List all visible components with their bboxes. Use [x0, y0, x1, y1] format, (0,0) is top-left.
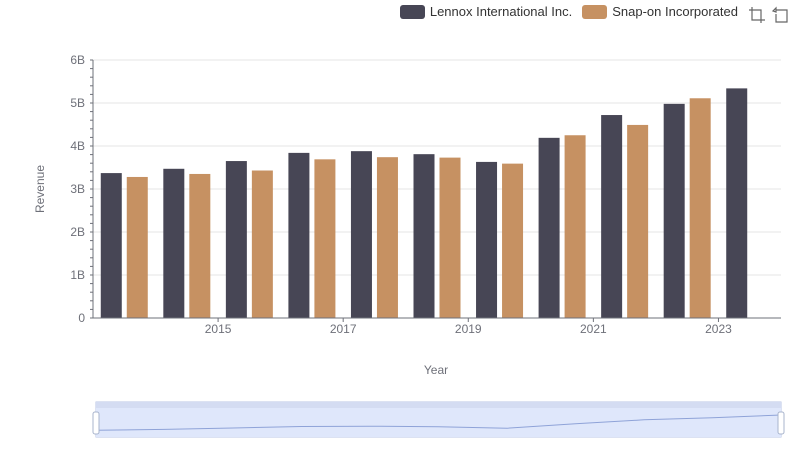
legend-item-lennox[interactable]: Lennox International Inc. [399, 4, 573, 19]
bar-lennox [100, 173, 122, 318]
x-tick-label: 2021 [580, 322, 607, 336]
bar-lennox [663, 103, 685, 318]
y-tick-label: 5B [70, 96, 85, 110]
bar-lennox [538, 137, 560, 318]
bar-lennox [288, 152, 310, 318]
bar-lennox [350, 151, 372, 318]
legend-swatch-snapon [582, 4, 608, 19]
x-tick-label: 2023 [705, 322, 732, 336]
bar-lennox [601, 115, 623, 318]
restore-icon[interactable] [772, 6, 790, 24]
y-tick-label: 4B [70, 139, 85, 153]
y-axis-title: Revenue [33, 165, 47, 213]
bar-lennox [726, 88, 748, 318]
bar-snapon [627, 124, 649, 319]
legend-label-snapon: Snap-on Incorporated [612, 4, 738, 19]
zoom-handle-left[interactable] [92, 411, 100, 435]
zoom-preview-line [95, 414, 782, 431]
bar-snapon [439, 157, 461, 318]
y-tick-label: 0 [78, 311, 85, 325]
bar-snapon [564, 135, 586, 318]
zoom-selection [96, 408, 781, 437]
bar-snapon [251, 170, 273, 318]
bar-lennox [476, 161, 498, 318]
legend-swatch-lennox [399, 4, 425, 19]
bar-snapon [376, 157, 398, 318]
bar-snapon [502, 163, 524, 318]
y-tick-label: 1B [70, 268, 85, 282]
legend-label-lennox: Lennox International Inc. [429, 4, 573, 19]
x-tick-label: 2017 [330, 322, 357, 336]
bar-lennox [225, 161, 247, 318]
chart-toolbox [742, 6, 790, 24]
y-tick-label: 2B [70, 225, 85, 239]
bar-snapon [126, 176, 148, 318]
chart-legend: Lennox International Inc. Snap-on Incorp… [390, 4, 738, 19]
bar-lennox [163, 168, 185, 318]
y-tick-label: 3B [70, 182, 85, 196]
x-tick-label: 2019 [455, 322, 482, 336]
zoom-handle-right[interactable] [777, 411, 785, 435]
bar-snapon [314, 159, 336, 318]
bar-snapon [689, 98, 711, 319]
zoom-drag-bar [96, 402, 781, 408]
x-axis-title: Year [424, 363, 448, 377]
legend-item-snapon[interactable]: Snap-on Incorporated [582, 4, 738, 19]
bar-snapon [189, 173, 211, 318]
y-tick-label: 6B [70, 53, 85, 67]
x-tick-label: 2015 [205, 322, 232, 336]
data-zoom-icon[interactable] [748, 6, 766, 24]
bar-lennox [413, 154, 435, 318]
